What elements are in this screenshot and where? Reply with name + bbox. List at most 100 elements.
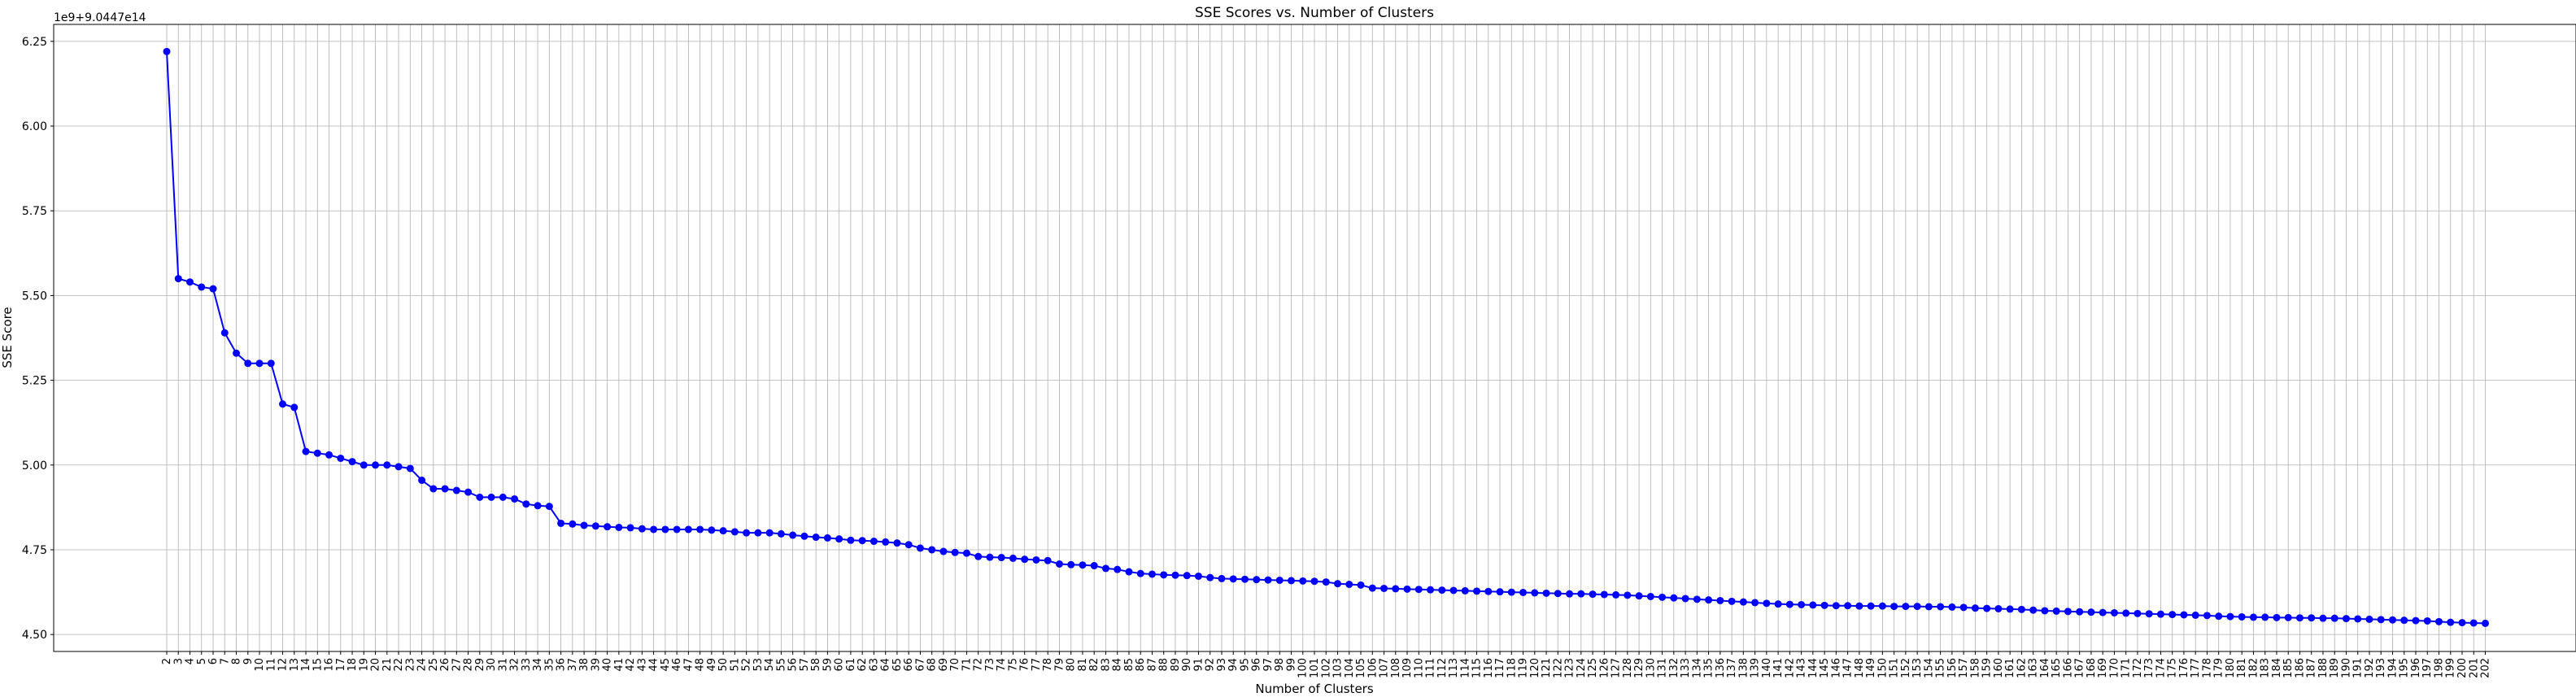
data-point bbox=[325, 451, 333, 459]
x-tick-label: 121 bbox=[1541, 658, 1553, 678]
data-point bbox=[1716, 596, 1724, 604]
data-point bbox=[1206, 573, 1214, 582]
data-point bbox=[1681, 595, 1689, 603]
x-tick-label: 102 bbox=[1320, 658, 1332, 678]
x-tick-label: 177 bbox=[2190, 658, 2202, 678]
x-tick-label: 134 bbox=[1691, 658, 1703, 678]
data-point bbox=[2110, 608, 2118, 616]
data-point bbox=[2412, 616, 2420, 625]
data-point bbox=[1983, 604, 1991, 612]
data-point bbox=[360, 461, 368, 469]
x-tick-label: 81 bbox=[1077, 658, 1089, 672]
data-point bbox=[777, 529, 785, 538]
x-tick-label: 74 bbox=[996, 658, 1008, 672]
x-tick-label: 179 bbox=[2213, 658, 2225, 678]
data-point bbox=[800, 532, 809, 540]
x-tick-label: 119 bbox=[1518, 658, 1530, 678]
x-tick-label: 160 bbox=[1993, 658, 2005, 678]
x-tick-label: 70 bbox=[949, 658, 961, 672]
x-tick-label: 127 bbox=[1611, 658, 1623, 678]
data-point bbox=[1403, 585, 1411, 593]
data-point bbox=[1148, 570, 1156, 578]
data-point bbox=[847, 536, 855, 544]
x-tick-label: 193 bbox=[2375, 658, 2387, 678]
y-tick-label: 4.75 bbox=[22, 544, 47, 557]
x-tick-label: 122 bbox=[1552, 658, 1564, 678]
x-axis: 2 3 4 5 6 7 8 9 10 11 12 13 14 15 16 17 18 19 20 21 22 23 24 25… bbox=[161, 651, 2492, 678]
data-point bbox=[569, 520, 577, 528]
x-tick-label: 17 bbox=[335, 658, 347, 672]
x-tick-label: 23 bbox=[404, 658, 416, 672]
grid bbox=[54, 24, 2576, 651]
x-tick-label: 138 bbox=[1737, 658, 1750, 678]
x-tick-label: 85 bbox=[1123, 658, 1135, 672]
data-point bbox=[1275, 576, 1284, 584]
data-point bbox=[511, 494, 519, 503]
data-point bbox=[1414, 586, 1423, 594]
x-tick-label: 7 bbox=[219, 658, 231, 664]
data-point bbox=[1577, 590, 1585, 598]
data-point bbox=[684, 525, 692, 534]
x-tick-label: 65 bbox=[891, 658, 904, 672]
x-tick-label: 4 bbox=[185, 658, 197, 664]
data-point bbox=[1449, 586, 1458, 595]
x-tick-label: 167 bbox=[2074, 658, 2086, 678]
x-tick-label: 14 bbox=[300, 658, 312, 672]
x-tick-label: 170 bbox=[2108, 658, 2121, 678]
data-point bbox=[1763, 599, 1771, 608]
x-tick-label: 90 bbox=[1181, 658, 1193, 672]
y-tick-label: 6.25 bbox=[22, 36, 47, 49]
data-point bbox=[1090, 562, 1098, 570]
x-tick-label: 161 bbox=[2004, 658, 2016, 678]
data-point bbox=[1194, 572, 1202, 580]
x-tick-label: 190 bbox=[2340, 658, 2352, 678]
data-point bbox=[2017, 605, 2025, 613]
data-point bbox=[1855, 602, 1863, 610]
x-tick-label: 22 bbox=[393, 658, 405, 672]
data-point bbox=[835, 535, 843, 543]
x-tick-label: 154 bbox=[1923, 658, 1935, 678]
data-point bbox=[1125, 568, 1133, 576]
x-tick-label: 101 bbox=[1309, 658, 1321, 678]
data-point bbox=[580, 521, 588, 529]
data-point bbox=[1832, 602, 1840, 610]
x-tick-label: 12 bbox=[277, 658, 290, 672]
data-point bbox=[893, 539, 901, 547]
data-point bbox=[1913, 603, 1921, 611]
data-point bbox=[1600, 590, 1608, 599]
x-tick-label: 43 bbox=[636, 658, 648, 672]
x-tick-label: 50 bbox=[717, 658, 730, 672]
data-point bbox=[244, 359, 252, 368]
x-tick-label: 77 bbox=[1031, 658, 1043, 672]
data-point bbox=[1902, 603, 1910, 611]
x-tick-label: 108 bbox=[1390, 658, 1402, 678]
x-tick-label: 86 bbox=[1135, 658, 1147, 672]
data-point bbox=[823, 534, 831, 542]
x-tick-label: 158 bbox=[1969, 658, 1981, 678]
x-tick-label: 45 bbox=[660, 658, 672, 672]
x-tick-label: 59 bbox=[822, 658, 834, 672]
x-tick-label: 197 bbox=[2421, 658, 2434, 678]
x-tick-label: 186 bbox=[2294, 658, 2306, 678]
x-tick-label: 67 bbox=[914, 658, 926, 672]
data-point bbox=[290, 403, 299, 412]
data-point bbox=[2273, 613, 2281, 621]
data-point bbox=[1519, 588, 1528, 596]
data-point bbox=[951, 548, 959, 556]
data-point bbox=[255, 359, 264, 368]
x-tick-label: 75 bbox=[1007, 658, 1019, 672]
data-point bbox=[1994, 604, 2003, 612]
data-point bbox=[1566, 590, 1574, 598]
data-point bbox=[997, 554, 1005, 562]
x-tick-label: 78 bbox=[1042, 658, 1054, 672]
data-point bbox=[1948, 603, 1956, 611]
data-point bbox=[441, 485, 449, 493]
data-point bbox=[2052, 607, 2060, 615]
x-tick-label: 39 bbox=[590, 658, 602, 672]
data-point bbox=[2099, 608, 2107, 616]
data-point bbox=[302, 447, 310, 455]
x-tick-label: 47 bbox=[682, 658, 695, 672]
data-point bbox=[615, 523, 623, 531]
data-point bbox=[1820, 601, 1828, 609]
data-point bbox=[1670, 594, 1678, 602]
